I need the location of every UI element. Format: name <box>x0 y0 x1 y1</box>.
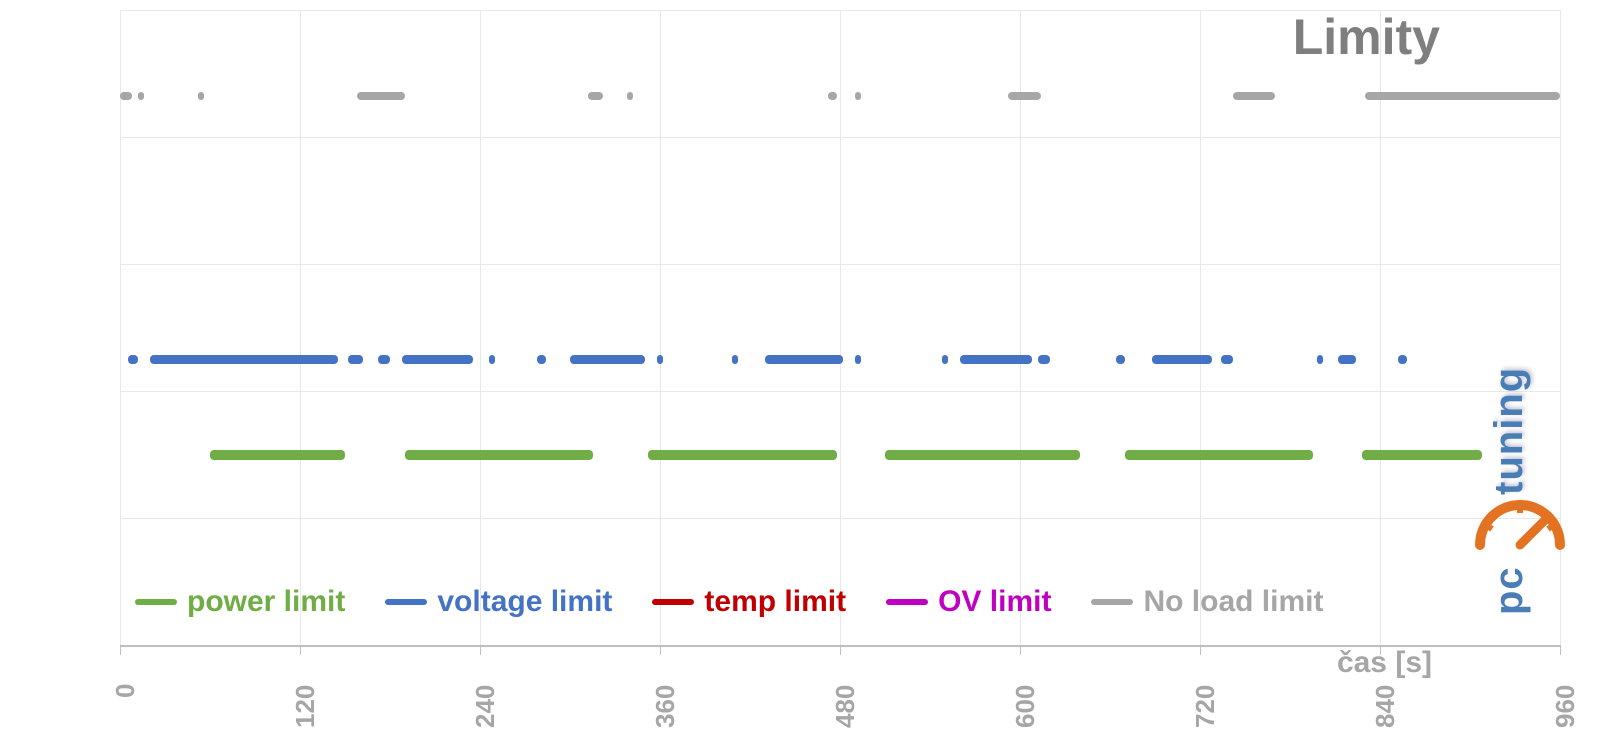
legend-swatch <box>135 599 177 605</box>
legend-item-power: power limit <box>135 585 345 619</box>
gridline-v <box>840 10 841 645</box>
series-segment-noload <box>120 92 132 100</box>
series-segment-noload <box>138 92 144 100</box>
plot-area: 0120240360480600720840960 <box>120 10 1560 645</box>
series-segment-voltage <box>128 355 139 364</box>
series-segment-power <box>1362 450 1482 460</box>
legend-swatch <box>886 599 928 605</box>
legend-swatch <box>385 599 427 605</box>
series-segment-voltage <box>570 355 645 364</box>
gridline-v <box>1020 10 1021 645</box>
series-segment-voltage <box>942 355 948 364</box>
series-segment-noload <box>1008 92 1041 100</box>
series-segment-power <box>405 450 593 460</box>
legend-item-ov: OV limit <box>886 585 1051 619</box>
x-tick-label: 360 <box>650 685 681 728</box>
series-segment-power <box>210 450 345 460</box>
gridline-h <box>120 518 1560 519</box>
series-segment-power <box>885 450 1080 460</box>
series-segment-voltage <box>1152 355 1212 364</box>
gridline-v <box>1380 10 1381 645</box>
gridline-v <box>300 10 301 645</box>
series-segment-voltage <box>537 355 546 364</box>
series-segment-voltage <box>402 355 473 364</box>
series-segment-noload <box>588 92 603 100</box>
legend-item-temp: temp limit <box>652 585 846 619</box>
x-tick <box>1560 645 1561 655</box>
x-tick-label: 240 <box>470 685 501 728</box>
series-segment-voltage <box>150 355 338 364</box>
series-segment-noload <box>1233 92 1275 100</box>
series-segment-noload <box>855 92 861 100</box>
gridline-h <box>120 10 1560 11</box>
legend-item-voltage: voltage limit <box>385 585 612 619</box>
series-segment-voltage <box>855 355 861 364</box>
legend-label: OV limit <box>938 585 1051 619</box>
legend-label: power limit <box>187 585 345 619</box>
series-segment-voltage <box>657 355 663 364</box>
legend-swatch <box>652 599 694 605</box>
legend-item-noload: No load limit <box>1091 585 1323 619</box>
series-segment-power <box>648 450 837 460</box>
x-tick-label: 960 <box>1550 685 1581 728</box>
x-axis-label: čas [s] <box>1337 646 1432 680</box>
series-segment-voltage <box>960 355 1032 364</box>
gridline-v <box>660 10 661 645</box>
series-segment-voltage <box>1221 355 1233 364</box>
series-segment-voltage <box>1038 355 1050 364</box>
legend-swatch <box>1091 599 1133 605</box>
legend-label: temp limit <box>704 585 846 619</box>
gridline-v <box>1200 10 1201 645</box>
gridline-h <box>120 137 1560 138</box>
series-segment-voltage <box>1398 355 1407 364</box>
gridline-v <box>480 10 481 645</box>
series-segment-noload <box>198 92 204 100</box>
x-tick-label: 600 <box>1010 685 1041 728</box>
series-segment-noload <box>357 92 405 100</box>
x-tick-label: 480 <box>830 685 861 728</box>
x-tick-label: 0 <box>110 684 141 698</box>
gridline-v <box>120 10 121 645</box>
series-segment-voltage <box>348 355 363 364</box>
series-segment-voltage <box>378 355 390 364</box>
series-segment-voltage <box>1317 355 1323 364</box>
series-segment-noload <box>828 92 837 100</box>
legend-label: No load limit <box>1143 585 1323 619</box>
series-segment-voltage <box>489 355 495 364</box>
gridline-v <box>1560 10 1561 645</box>
legend-label: voltage limit <box>437 585 612 619</box>
series-segment-voltage <box>765 355 843 364</box>
x-tick-label: 840 <box>1370 685 1401 728</box>
series-segment-noload <box>627 92 633 100</box>
series-segment-voltage <box>1116 355 1125 364</box>
series-segment-noload <box>1365 92 1560 100</box>
legend: power limit voltage limit temp limit OV lim… <box>135 585 1323 619</box>
gridline-h <box>120 264 1560 265</box>
x-tick-label: 720 <box>1190 685 1221 728</box>
series-segment-voltage <box>1338 355 1356 364</box>
chart-container: Limity 0120240360480600720840960 čas [s]… <box>0 0 1600 745</box>
series-segment-power <box>1125 450 1313 460</box>
x-tick-label: 120 <box>290 685 321 728</box>
gridline-h <box>120 391 1560 392</box>
series-segment-voltage <box>732 355 738 364</box>
